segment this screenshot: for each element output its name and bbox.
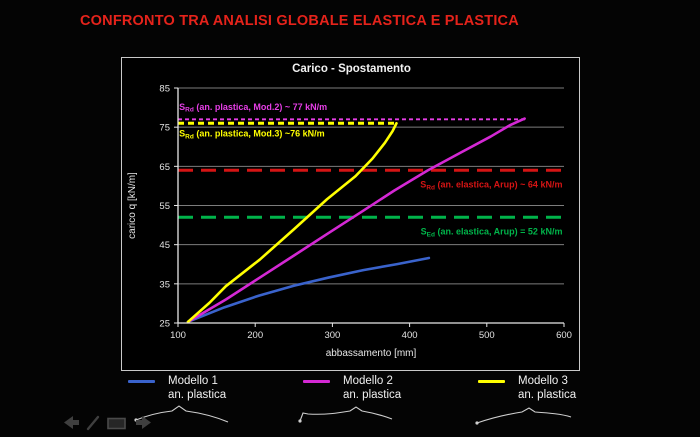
forward-arrow-icon[interactable] bbox=[136, 416, 151, 429]
legend-sublabel-modello-2: an. plastica bbox=[343, 389, 402, 402]
legend-swatch-modello-1 bbox=[128, 380, 155, 383]
slide-menu-icon[interactable] bbox=[107, 417, 126, 430]
legend-label-modello-2: Modello 2 bbox=[343, 375, 393, 387]
y-tick-label: 75 bbox=[159, 123, 170, 134]
x-axis-label: abbassamento [mm] bbox=[326, 348, 417, 359]
x-tick-label: 500 bbox=[479, 330, 495, 341]
curve-modello-3 bbox=[186, 121, 398, 324]
presenter-toolbar bbox=[64, 415, 151, 431]
legend-swatch-modello-3 bbox=[478, 380, 505, 383]
legend-label-modello-1: Modello 1 bbox=[168, 375, 218, 387]
curve-modello-1 bbox=[186, 256, 431, 324]
deflection-sketch-3 bbox=[475, 407, 572, 425]
legend-label-modello-3: Modello 3 bbox=[518, 375, 568, 387]
ref-label-sed-elastica-arup: SEd (an. elastica, Arup) = 52 kN/m bbox=[421, 226, 563, 238]
y-axis-label: carico q [kN/m] bbox=[127, 172, 138, 239]
y-tick-label: 65 bbox=[159, 162, 170, 173]
y-tick-label: 55 bbox=[159, 201, 170, 212]
pen-icon[interactable] bbox=[86, 415, 100, 431]
slide-title: CONFRONTO TRA ANALISI GLOBALE ELASTICA E… bbox=[80, 13, 519, 29]
curve-modello-2 bbox=[186, 117, 526, 324]
y-tick-label: 85 bbox=[159, 84, 170, 95]
legend-swatch-modello-2 bbox=[303, 380, 330, 383]
legend-item-modello-3: Modello 3 an. plastica bbox=[478, 374, 576, 402]
legend-item-modello-2: Modello 2 an. plastica bbox=[303, 374, 401, 402]
ref-label-srd-elastica-arup: SRd (an. elastica, Arup) ~ 64 kN/m bbox=[420, 179, 562, 191]
ref-label-srd-mod2: SRd (an. plastica, Mod.2) ~ 77 kN/m bbox=[179, 102, 327, 114]
deflection-sketch-2 bbox=[298, 406, 393, 423]
load-displacement-chart: 25 35 45 55 65 75 85 100 200 300 400 500 600 abbassam… bbox=[127, 84, 572, 360]
x-tick-label: 100 bbox=[170, 330, 186, 341]
chart-frame: 25 35 45 55 65 75 85 100 200 300 400 500 600 abbassam… bbox=[121, 57, 580, 371]
legend-sublabel-modello-3: an. plastica bbox=[518, 389, 577, 402]
ref-label-srd-mod3: SRd (an. plastica, Mod.3) ~76 kN/m bbox=[179, 129, 324, 141]
x-tick-label: 200 bbox=[247, 330, 263, 341]
y-tick-label: 35 bbox=[159, 279, 170, 290]
x-tick-label: 600 bbox=[556, 330, 572, 341]
chart-title: Carico - Spostamento bbox=[292, 63, 411, 75]
legend-item-modello-1: Modello 1 an. plastica bbox=[128, 374, 226, 402]
y-tick-label: 45 bbox=[159, 240, 170, 251]
back-arrow-icon[interactable] bbox=[64, 416, 79, 429]
y-tick-label: 25 bbox=[159, 319, 170, 330]
x-tick-label: 300 bbox=[324, 330, 340, 341]
x-tick-label: 400 bbox=[402, 330, 418, 341]
legend-sublabel-modello-1: an. plastica bbox=[168, 389, 227, 402]
